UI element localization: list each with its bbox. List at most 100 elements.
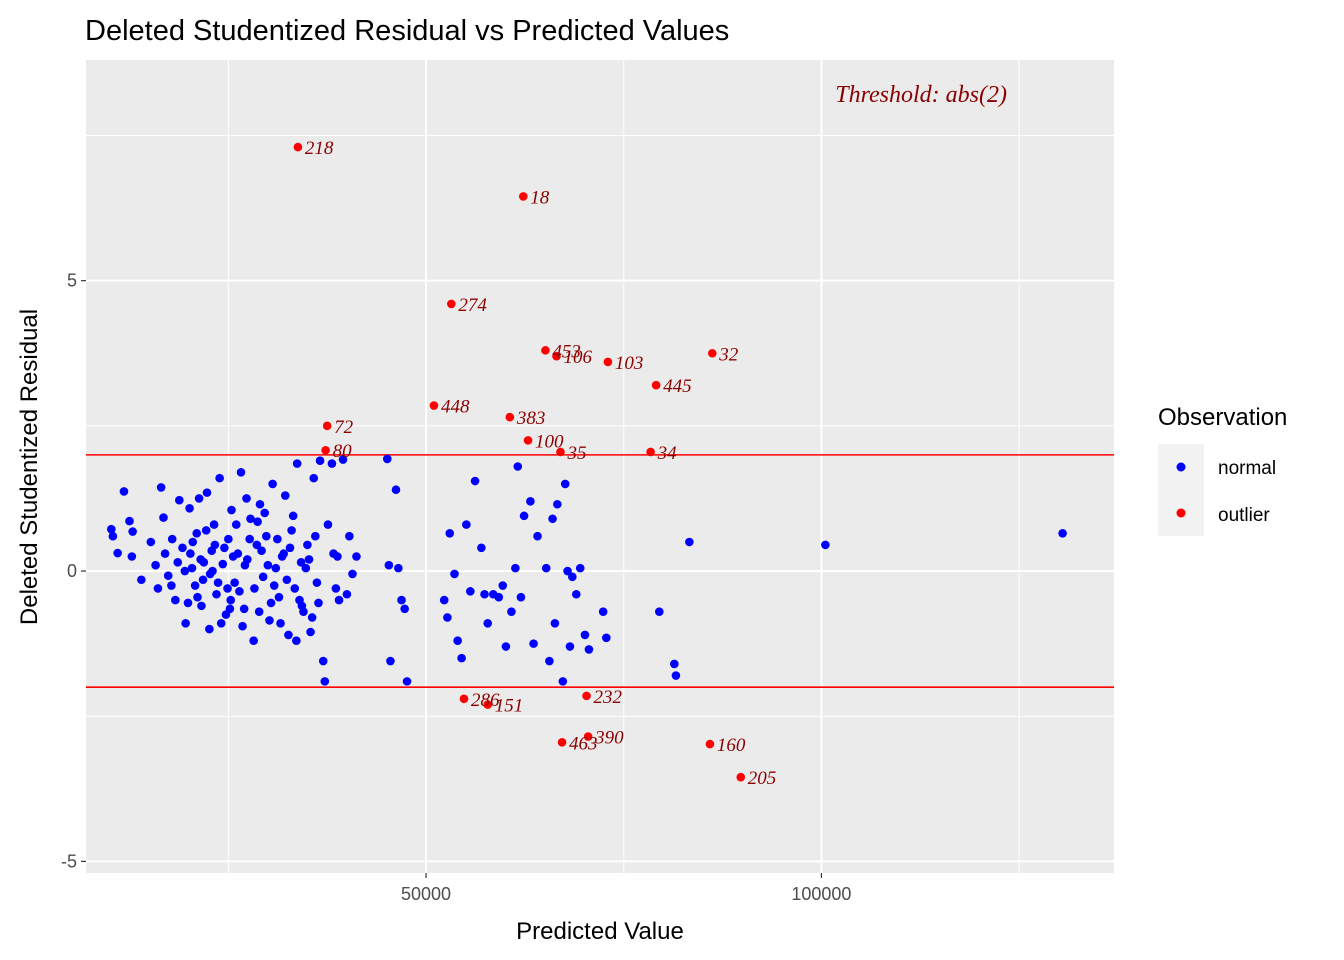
outlier-point xyxy=(524,436,533,445)
normal-point xyxy=(186,549,195,558)
outlier-point xyxy=(652,381,661,390)
normal-point xyxy=(113,549,122,558)
normal-point xyxy=(494,593,503,602)
normal-point xyxy=(529,639,538,648)
normal-point xyxy=(125,517,134,526)
normal-point xyxy=(309,474,318,483)
normal-point xyxy=(551,619,560,628)
normal-point xyxy=(175,496,184,505)
normal-point xyxy=(206,570,215,579)
outlier-point xyxy=(519,192,528,201)
outlier-label: 390 xyxy=(594,728,624,749)
normal-point xyxy=(226,604,235,613)
normal-point xyxy=(517,593,526,602)
normal-point xyxy=(226,596,235,605)
y-tick-label: 0 xyxy=(67,561,77,581)
outlier-point xyxy=(460,694,469,703)
legend-marker-outlier xyxy=(1177,509,1186,518)
outlier-point xyxy=(646,448,655,457)
normal-point xyxy=(128,552,137,561)
normal-point xyxy=(483,619,492,628)
normal-point xyxy=(394,564,403,573)
outlier-point xyxy=(321,446,330,455)
normal-point xyxy=(219,560,228,569)
outlier-label: 205 xyxy=(748,768,777,789)
normal-point xyxy=(453,636,462,645)
normal-point xyxy=(173,558,182,567)
normal-point xyxy=(151,561,160,570)
normal-point xyxy=(332,584,341,593)
normal-point xyxy=(286,544,295,553)
outlier-label: 445 xyxy=(663,376,692,397)
outlier-point xyxy=(558,738,567,747)
normal-point xyxy=(260,509,269,518)
normal-point xyxy=(520,512,529,521)
legend: Observation normal outlier xyxy=(1158,404,1287,536)
normal-point xyxy=(572,590,581,599)
outlier-point xyxy=(708,349,717,358)
normal-point xyxy=(386,657,395,666)
normal-point xyxy=(265,616,274,625)
normal-point xyxy=(672,671,681,680)
normal-point xyxy=(128,527,137,536)
normal-point xyxy=(199,575,208,584)
legend-label-normal: normal xyxy=(1218,458,1276,479)
normal-point xyxy=(230,578,239,587)
normal-point xyxy=(306,628,315,637)
normal-point xyxy=(548,514,557,523)
normal-point xyxy=(264,561,273,570)
normal-point xyxy=(303,541,312,550)
normal-point xyxy=(217,619,226,628)
normal-point xyxy=(161,549,170,558)
outlier-label: 80 xyxy=(333,441,353,462)
y-axis: -5 0 5 xyxy=(61,271,86,872)
normal-point xyxy=(293,459,302,468)
plot-panel xyxy=(86,60,1114,873)
outlier-point xyxy=(323,422,332,431)
y-tick-label: -5 xyxy=(61,851,77,871)
normal-point xyxy=(223,584,232,593)
normal-point xyxy=(821,541,830,550)
normal-point xyxy=(290,584,299,593)
normal-point xyxy=(273,535,282,544)
normal-point xyxy=(242,494,251,503)
normal-point xyxy=(164,571,173,580)
normal-point xyxy=(502,642,511,651)
normal-point xyxy=(313,578,322,587)
normal-point xyxy=(168,535,177,544)
normal-point xyxy=(287,526,296,535)
outlier-label: 106 xyxy=(564,347,593,368)
normal-point xyxy=(289,512,298,521)
normal-point xyxy=(466,587,475,596)
outlier-label: 100 xyxy=(535,431,564,452)
y-tick-label: 5 xyxy=(67,271,77,291)
normal-point xyxy=(450,570,459,579)
normal-point xyxy=(220,544,229,553)
normal-point xyxy=(167,581,176,590)
outlier-label: 35 xyxy=(566,443,586,464)
outlier-point xyxy=(582,692,591,701)
outlier-label: 383 xyxy=(516,408,546,429)
outlier-label: 72 xyxy=(334,417,354,438)
normal-point xyxy=(279,549,288,558)
normal-point xyxy=(120,487,129,496)
outlier-label: 160 xyxy=(717,735,746,756)
normal-point xyxy=(553,500,562,509)
normal-point xyxy=(227,506,236,515)
normal-point xyxy=(308,613,317,622)
normal-point xyxy=(281,491,290,500)
outlier-point xyxy=(736,773,745,782)
normal-point xyxy=(602,634,611,643)
normal-point xyxy=(262,532,271,541)
normal-point xyxy=(1058,529,1067,538)
outlier-label: 103 xyxy=(615,353,644,374)
outlier-point xyxy=(447,300,456,309)
normal-point xyxy=(498,581,507,590)
normal-point xyxy=(343,590,352,599)
normal-point xyxy=(137,575,146,584)
normal-point xyxy=(585,645,594,654)
normal-point xyxy=(271,564,280,573)
normal-point xyxy=(311,532,320,541)
normal-point xyxy=(599,607,608,616)
normal-point xyxy=(526,497,535,506)
